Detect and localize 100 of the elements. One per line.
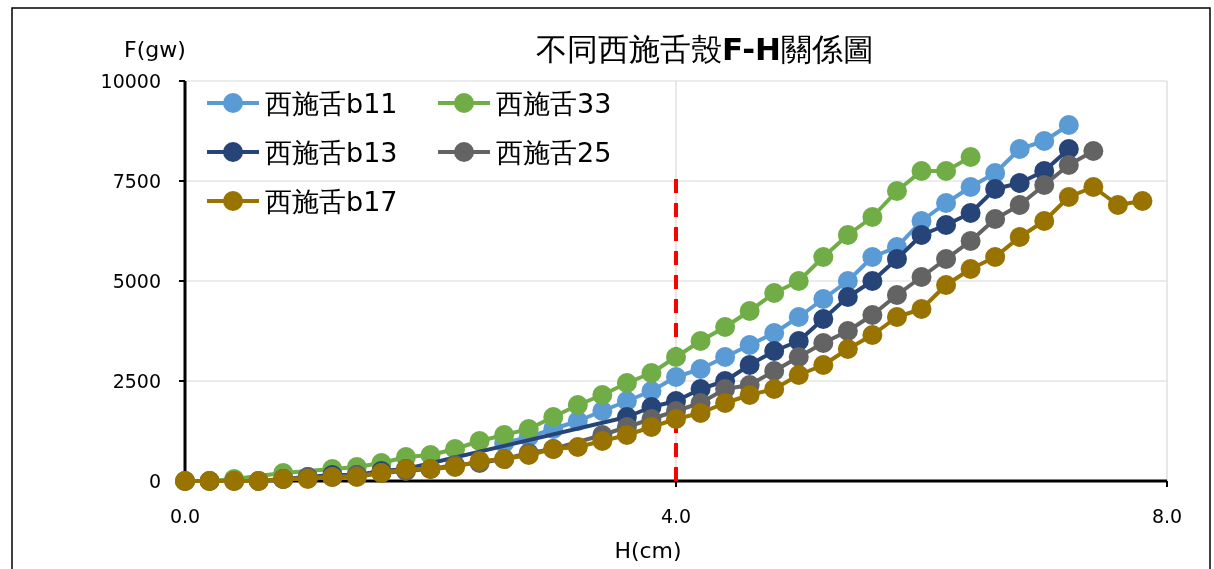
- legend-item: 西施舌b11: [207, 88, 398, 119]
- point: [641, 417, 662, 437]
- legend-item: 西施舌b13: [207, 137, 398, 168]
- point: [567, 395, 588, 415]
- point: [469, 431, 490, 451]
- point: [813, 309, 834, 329]
- point: [1034, 131, 1055, 151]
- point: [1034, 175, 1055, 195]
- legend-item: 西施舌25: [438, 137, 612, 168]
- point: [837, 321, 858, 341]
- point: [592, 431, 613, 451]
- point: [764, 341, 785, 361]
- ytick: 5000: [112, 270, 161, 292]
- point: [739, 355, 760, 375]
- point: [813, 247, 834, 267]
- point: [936, 275, 957, 295]
- legend-label: 西施舌33: [496, 88, 612, 119]
- point: [788, 365, 809, 385]
- point: [960, 259, 981, 279]
- point: [494, 425, 515, 445]
- legend-label: 西施舌25: [496, 137, 612, 168]
- point: [837, 339, 858, 359]
- point: [936, 193, 957, 213]
- point: [837, 225, 858, 245]
- point: [641, 363, 662, 383]
- point: [813, 333, 834, 353]
- y-axis-title: F(gw): [124, 37, 186, 62]
- x-tick-label: 4.0: [660, 505, 692, 527]
- point: [592, 385, 613, 405]
- point: [1009, 195, 1030, 215]
- legend-item: 西施舌33: [438, 88, 612, 119]
- point: [985, 209, 1006, 229]
- point: [739, 335, 760, 355]
- point: [739, 385, 760, 405]
- ytick: 7500: [112, 170, 161, 192]
- point: [813, 289, 834, 309]
- point: [886, 285, 907, 305]
- point: [788, 307, 809, 327]
- point: [1083, 141, 1104, 161]
- point: [911, 299, 932, 319]
- point: [567, 437, 588, 457]
- point: [936, 215, 957, 235]
- ytick: 10000: [100, 70, 161, 92]
- legend-label: 西施舌b17: [265, 186, 398, 217]
- legend-item: 西施舌b17: [207, 186, 398, 217]
- point: [616, 373, 637, 393]
- point: [862, 271, 883, 291]
- point: [715, 347, 736, 367]
- point: [1058, 155, 1079, 175]
- point: [862, 207, 883, 227]
- point: [1083, 177, 1104, 197]
- point: [960, 231, 981, 251]
- chart-title: 不同西施舌殼F-H關係圖: [535, 31, 875, 67]
- point: [764, 379, 785, 399]
- point: [1132, 191, 1153, 211]
- point: [788, 347, 809, 367]
- point: [739, 301, 760, 321]
- legend-label: 西施舌b13: [265, 137, 398, 168]
- point: [960, 147, 981, 167]
- point: [1009, 139, 1030, 159]
- point: [960, 203, 981, 223]
- point: [764, 283, 785, 303]
- point: [518, 419, 539, 439]
- point: [886, 249, 907, 269]
- point: [886, 307, 907, 327]
- point: [985, 247, 1006, 267]
- point: [764, 361, 785, 381]
- point: [837, 287, 858, 307]
- point: [715, 393, 736, 413]
- point: [936, 249, 957, 269]
- point: [690, 359, 711, 379]
- point: [715, 317, 736, 337]
- point: [1034, 211, 1055, 231]
- point: [1058, 115, 1079, 135]
- x-axis-title: H(cm): [614, 538, 682, 563]
- point: [862, 247, 883, 267]
- point: [936, 161, 957, 181]
- point: [666, 367, 686, 387]
- point: [764, 323, 785, 343]
- point: [543, 407, 564, 427]
- point: [886, 181, 907, 201]
- point: [985, 179, 1006, 199]
- point: [911, 267, 932, 287]
- point: [1058, 187, 1079, 207]
- point: [690, 331, 711, 351]
- point: [616, 425, 637, 445]
- point: [666, 347, 686, 367]
- ytick: 2500: [112, 370, 161, 392]
- point: [666, 409, 686, 429]
- point: [1107, 195, 1128, 215]
- x-tick-label: 8.0: [1151, 505, 1183, 527]
- ytick: 0: [148, 470, 161, 492]
- x-tick-label: 0.0: [169, 505, 201, 527]
- legend-label: 西施舌b11: [265, 88, 398, 119]
- point: [862, 325, 883, 345]
- point: [813, 355, 834, 375]
- point: [1009, 173, 1030, 193]
- point: [960, 177, 981, 197]
- point: [1009, 227, 1030, 247]
- point: [911, 225, 932, 245]
